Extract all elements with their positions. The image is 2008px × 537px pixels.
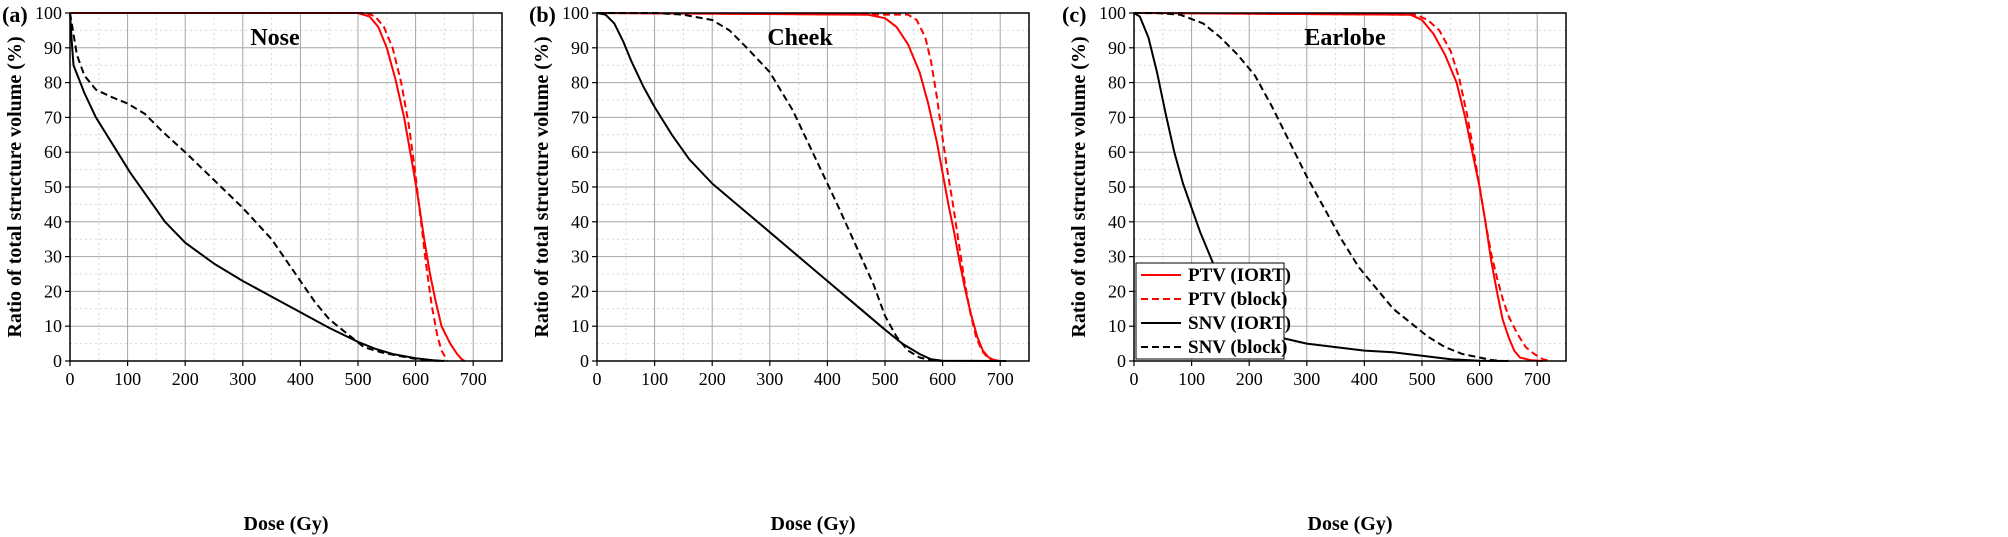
panel-a-x-tick-label: 700: [460, 369, 487, 389]
panel-c-series-ptv-block: [1133, 12, 1552, 362]
panel-a-series-snv-iort: [69, 12, 445, 362]
panel-a-major-grid: [70, 13, 502, 361]
panel-b-letter: (b): [529, 2, 556, 27]
panel-b-series-ptv-block: [596, 12, 994, 362]
panel-b-y-tick-label: 40: [571, 212, 589, 232]
panel-b-x-tick-label: 700: [987, 369, 1014, 389]
panel-c-x-tick-label: 500: [1409, 369, 1436, 389]
panel-a-y-tick-label: 60: [44, 142, 62, 162]
panel-a-series-snv-block: [69, 12, 439, 362]
panel-b-x-tick-label: 300: [756, 369, 783, 389]
panel-b-major-grid: [597, 13, 1029, 361]
panel-b-y-tick-label: 20: [571, 281, 589, 301]
panel-b-y-tick-label: 30: [571, 247, 589, 267]
panel-a: (a) Ratio of total structure volume (%) …: [2, 2, 503, 535]
panel-b-y-tick-label: 90: [571, 38, 589, 58]
panel-a-x-tick-label: 200: [172, 369, 199, 389]
panel-a-y-tick-label: 70: [44, 107, 62, 127]
panel-c-y-tick-label: 30: [1108, 247, 1126, 267]
panel-a-letter: (a): [2, 2, 28, 27]
panel-c-plot: 0 100 200 300 400 500 600 700 0 10 20 30 40 50 60 70 80 9…: [1099, 3, 1567, 389]
panel-b-series-snv-iort: [596, 12, 1006, 362]
panel-b-y-tick-label: 100: [562, 3, 589, 23]
panel-b-y-tick-label: 10: [571, 316, 589, 336]
panel-b-x-tick-label: 200: [699, 369, 726, 389]
panel-c-y-tick-label: 90: [1108, 38, 1126, 58]
panel-c-legend-label-snv-block: SNV (block): [1188, 337, 1287, 358]
panel-c: (c) Ratio of total structure volume (%) …: [1062, 2, 1567, 535]
panel-a-title: Nose: [250, 25, 300, 51]
panel-b-series-snv-block: [597, 12, 943, 362]
panel-a-x-tick-label: 0: [66, 369, 75, 389]
panel-b-title: Cheek: [767, 25, 833, 51]
panel-a-y-tick-label: 80: [44, 73, 62, 93]
panel-b-x-tick-label: 400: [814, 369, 841, 389]
panel-c-x-tick-label: 400: [1351, 369, 1378, 389]
panel-a-y-tick-label: 90: [44, 38, 62, 58]
panel-c-series-snv-block: [1134, 12, 1503, 362]
panel-a-y-tick-label: 100: [35, 3, 62, 23]
panel-b-plot: 0 100 200 300 400 500 600 700 0 10 20 30 40 50 60 70 80 9…: [562, 3, 1030, 389]
panel-a-y-tick-label: 20: [44, 281, 62, 301]
panel-b-y-tick-label: 0: [580, 351, 589, 371]
panel-c-y-tick-label: 20: [1108, 281, 1126, 301]
panel-c-y-tick-label: 100: [1099, 3, 1126, 23]
panel-a-y-tick-label: 10: [44, 316, 62, 336]
panel-c-y-axis-title: Ratio of total structure volume (%): [1068, 36, 1090, 337]
panel-c-y-tick-label: 10: [1108, 316, 1126, 336]
panel-c-y-tick-label: 50: [1108, 177, 1126, 197]
panel-b-x-tick-label: 100: [641, 369, 668, 389]
panel-b-y-tick-label: 50: [571, 177, 589, 197]
panel-a-x-tick-label: 600: [402, 369, 429, 389]
panel-a-y-tick-label: 30: [44, 247, 62, 267]
panel-c-legend: PTV (IORT) PTV (block) SNV (IORT) SNV (bloc…: [1135, 262, 1291, 360]
panel-c-y-tick-label: 80: [1108, 73, 1126, 93]
panel-b-x-tick-label: 500: [872, 369, 899, 389]
panel-c-x-tick-label: 600: [1466, 369, 1493, 389]
panel-b-y-tick-label: 60: [571, 142, 589, 162]
panel-c-legend-label-ptv-iort: PTV (IORT): [1188, 265, 1291, 286]
panel-b-minor-grid: [597, 13, 1029, 361]
panel-b-y-tick-label: 70: [571, 107, 589, 127]
panel-c-x-tick-label: 100: [1178, 369, 1205, 389]
panel-a-y-tick-label: 0: [53, 351, 62, 371]
panel-a-x-tick-label: 500: [345, 369, 372, 389]
panel-a-x-tick-label: 300: [229, 369, 256, 389]
panel-b-y-axis-title: Ratio of total structure volume (%): [531, 36, 553, 337]
panel-c-x-tick-label: 300: [1293, 369, 1320, 389]
panel-a-x-tick-label: 100: [114, 369, 141, 389]
panel-c-x-tick-label: 200: [1236, 369, 1263, 389]
panel-a-series-ptv-block: [70, 12, 449, 362]
panel-c-letter: (c): [1062, 2, 1086, 27]
panel-b-x-tick-label: 600: [929, 369, 956, 389]
panel-b-x-axis-title: Dose (Gy): [771, 513, 856, 535]
panel-c-y-tick-label: 70: [1108, 107, 1126, 127]
panel-a-x-axis-title: Dose (Gy): [244, 513, 329, 535]
panel-a-y-tick-label: 40: [44, 212, 62, 232]
panel-c-x-tick-label: 0: [1130, 369, 1139, 389]
panel-a-y-axis-title: Ratio of total structure volume (%): [4, 36, 26, 337]
panel-a-plot: 0 100 200 300 400 500 600 700 0 10 20 30 40 50 60 70 80 9…: [35, 3, 503, 389]
panel-a-x-tick-label: 400: [287, 369, 314, 389]
panel-c-y-tick-label: 60: [1108, 142, 1126, 162]
panel-a-y-tick-label: 50: [44, 177, 62, 197]
panel-b-y-tick-label: 80: [571, 73, 589, 93]
panel-b: (b) Ratio of total structure volume (%) …: [529, 2, 1030, 535]
panel-c-x-axis-title: Dose (Gy): [1308, 513, 1393, 535]
panel-b-x-tick-label: 0: [593, 369, 602, 389]
panel-c-title: Earlobe: [1304, 25, 1386, 51]
panel-c-y-tick-label: 0: [1117, 351, 1126, 371]
panel-c-legend-label-snv-iort: SNV (IORT): [1188, 313, 1291, 334]
panel-c-legend-box: [1135, 262, 1285, 360]
panel-c-x-tick-label: 700: [1524, 369, 1551, 389]
panel-c-y-tick-label: 40: [1108, 212, 1126, 232]
panel-c-legend-label-ptv-block: PTV (block): [1188, 289, 1287, 310]
